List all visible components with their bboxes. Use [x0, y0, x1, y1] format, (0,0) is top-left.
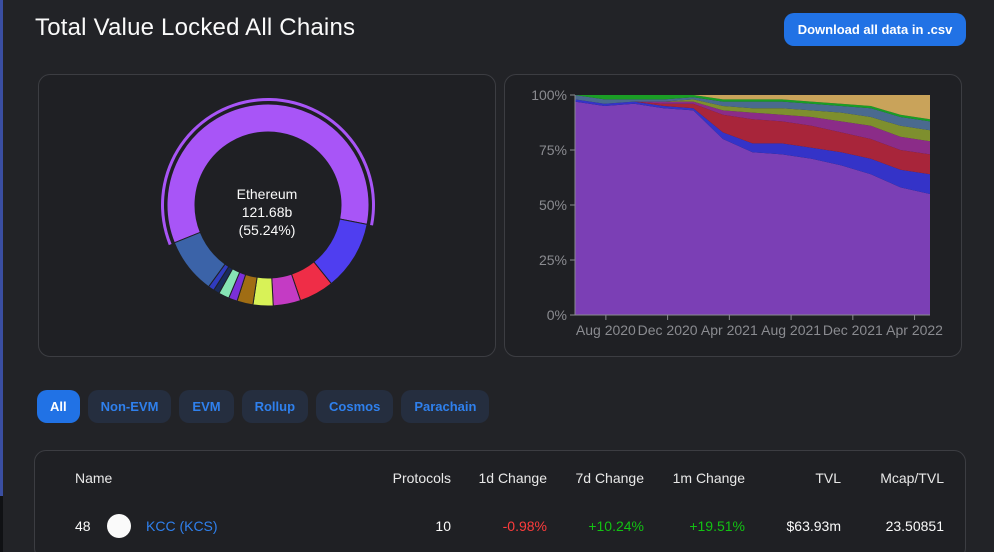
y-tick-label: 75% [539, 142, 567, 158]
pie-slice-0[interactable] [166, 103, 370, 244]
chain-logo-icon [107, 514, 131, 538]
row-7d-change: +10.24% [588, 518, 644, 534]
filter-evm[interactable]: EVM [179, 390, 234, 423]
chains-table: Name Protocols 1d Change 7d Change 1m Ch… [34, 450, 966, 552]
x-tick-label: Dec 2021 [823, 322, 883, 338]
area-series-6[interactable] [575, 95, 930, 122]
row-mcap-tvl: 23.50851 [885, 518, 944, 534]
row-1m-change: +19.51% [689, 518, 745, 534]
area-series-7[interactable] [575, 95, 930, 120]
download-csv-button[interactable]: Download all data in .csv [784, 13, 966, 46]
y-tick-label: 0% [547, 307, 567, 323]
row-protocols: 10 [435, 518, 451, 534]
x-tick-label: Apr 2021 [701, 322, 758, 338]
row-rank: 48 [75, 518, 91, 534]
dominance-chart-panel: 0% 25% 50% 75% 100% Aug 2020 Dec 2020 Apr 2021 A… [504, 74, 962, 357]
area-series-2[interactable] [575, 99, 930, 175]
dominance-area-chart[interactable]: 0%25%50%75%100%Aug 2020 Dec 2020 Apr 2021 A… [505, 75, 963, 358]
filter-non-evm[interactable]: Non-EVM [87, 390, 172, 423]
x-tick-label: Aug 2021 [761, 322, 821, 338]
page-title: Total Value Locked All Chains [35, 14, 356, 41]
pie-chart[interactable] [39, 75, 497, 358]
filter-parachain[interactable]: Parachain [401, 390, 490, 423]
column-header-1m-change[interactable]: 1m Change [672, 470, 745, 486]
column-header-name[interactable]: Name [75, 470, 113, 486]
y-tick-label: 25% [539, 252, 567, 268]
y-tick-label: 50% [539, 197, 567, 213]
area-series-5[interactable] [575, 95, 930, 131]
row-1d-change: -0.98% [502, 518, 547, 534]
area-series-1[interactable] [575, 99, 930, 194]
pie-center-name: Ethereum [236, 186, 298, 202]
pie-slice-10[interactable] [173, 231, 226, 288]
x-tick-label: Dec 2020 [638, 322, 698, 338]
column-header-7d-change[interactable]: 7d Change [575, 470, 644, 486]
left-edge [0, 496, 3, 552]
pie-chart-panel: Ethereum 121.68b (55.24%) [38, 74, 496, 357]
pie-center-label: Ethereum 121.68b (55.24%) [211, 185, 323, 239]
y-tick-label: 100% [531, 87, 567, 103]
column-header-mcap-tvl[interactable]: Mcap/TVL [880, 470, 944, 486]
pie-center-value: 121.68b [241, 204, 293, 220]
x-tick-label: Apr 2022 [886, 322, 943, 338]
filter-rollup[interactable]: Rollup [241, 390, 309, 423]
filter-all[interactable]: All [37, 390, 80, 423]
pie-center-percent: (55.24%) [238, 222, 296, 238]
area-series-4[interactable] [575, 99, 930, 142]
chain-name-link[interactable]: KCC (KCS) [146, 518, 218, 534]
chain-filter-bar: All Non-EVM EVM Rollup Cosmos Parachain [37, 390, 490, 423]
column-header-protocols[interactable]: Protocols [392, 470, 451, 486]
area-series-3[interactable] [575, 99, 930, 155]
row-tvl: $63.93m [786, 518, 841, 534]
filter-cosmos[interactable]: Cosmos [316, 390, 394, 423]
column-header-1d-change[interactable]: 1d Change [478, 470, 547, 486]
column-header-tvl[interactable]: TVL [815, 470, 841, 486]
x-tick-label: Aug 2020 [576, 322, 636, 338]
area-series-0[interactable] [575, 101, 930, 315]
left-accent-bar [0, 0, 3, 496]
